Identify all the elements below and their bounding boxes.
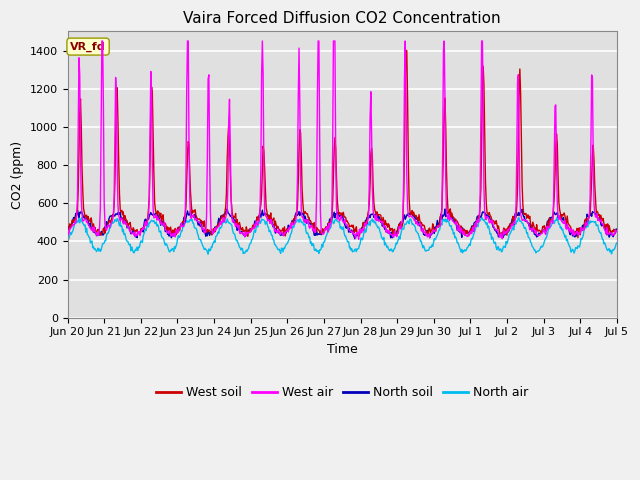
West air	[355, 237, 362, 242]
X-axis label: Time: Time	[327, 343, 358, 356]
North soil	[427, 232, 435, 238]
West air	[411, 217, 419, 223]
North air	[186, 217, 194, 223]
Line: North air: North air	[67, 217, 617, 254]
North air	[410, 222, 417, 228]
Line: West soil: West soil	[67, 50, 617, 238]
North air	[613, 240, 621, 246]
West air	[613, 228, 621, 234]
North soil	[130, 228, 138, 234]
West air	[131, 229, 139, 235]
West soil	[186, 170, 194, 176]
North soil	[223, 206, 231, 212]
West soil	[215, 220, 223, 226]
North soil	[186, 211, 194, 217]
West air	[427, 231, 435, 237]
Legend: West soil, West air, North soil, North air: West soil, West air, North soil, North a…	[151, 381, 533, 404]
North soil	[63, 226, 71, 232]
North soil	[411, 214, 419, 220]
North soil	[613, 227, 621, 232]
North air	[74, 218, 81, 224]
West air	[63, 228, 71, 234]
West soil	[402, 48, 410, 53]
North air	[204, 251, 212, 257]
North air	[63, 241, 71, 247]
North soil	[215, 216, 223, 221]
Line: North soil: North soil	[67, 209, 617, 239]
North air	[130, 250, 138, 256]
North air	[554, 214, 561, 220]
North air	[426, 244, 433, 250]
Line: West air: West air	[67, 41, 617, 240]
West air	[187, 214, 195, 220]
West soil	[74, 208, 81, 214]
North air	[216, 225, 223, 231]
West soil	[130, 227, 138, 233]
West soil	[613, 227, 621, 233]
West soil	[574, 235, 582, 240]
West soil	[410, 209, 417, 215]
North soil	[74, 207, 81, 213]
Title: Vaira Forced Diffusion CO2 Concentration: Vaira Forced Diffusion CO2 Concentration	[184, 11, 501, 26]
West air	[98, 38, 106, 44]
West air	[74, 195, 81, 201]
North soil	[351, 236, 358, 241]
Y-axis label: CO2 (ppm): CO2 (ppm)	[11, 141, 24, 209]
West soil	[426, 225, 433, 231]
Text: VR_fd: VR_fd	[70, 41, 106, 52]
West air	[216, 221, 223, 227]
West soil	[63, 226, 71, 232]
